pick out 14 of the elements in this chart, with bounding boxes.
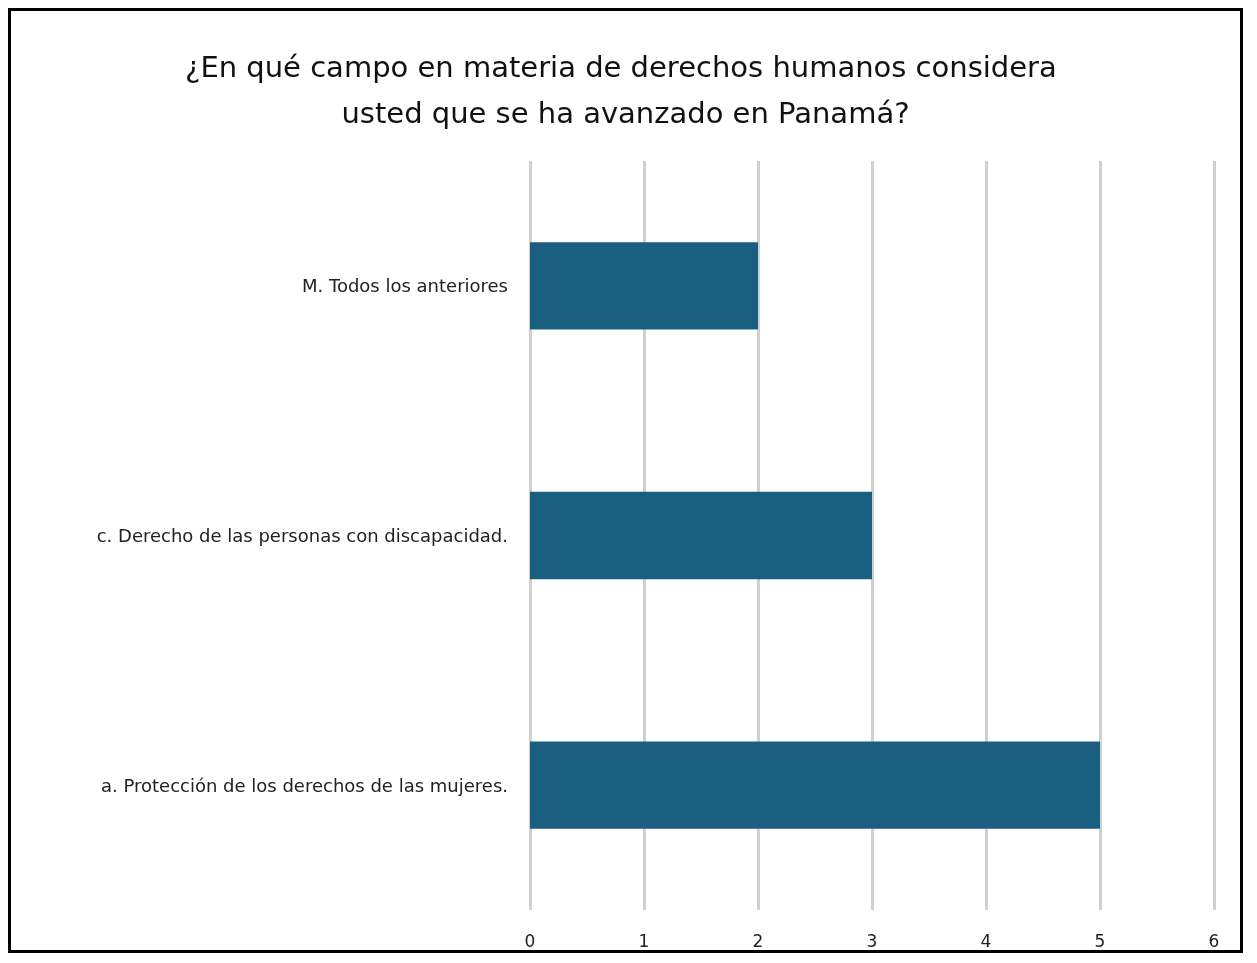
y-tick-label: a. Protección de los derechos de las mujeres. — [101, 774, 508, 796]
bar — [530, 741, 1100, 829]
x-tick-label: 4 — [980, 930, 992, 951]
bar — [530, 242, 758, 330]
x-tick-label: 0 — [524, 930, 536, 951]
x-tick-label: 2 — [752, 930, 764, 951]
x-tick-label: 1 — [638, 930, 650, 951]
x-tick-label: 3 — [866, 930, 878, 951]
y-tick-label: M. Todos los anteriores — [301, 275, 508, 297]
y-tick-label: c. Derecho de las personas con discapacidad. — [96, 525, 508, 546]
bar — [530, 491, 872, 580]
chart-title: ¿En qué campo en materia de derechos humanos considera usted que se ha avanzado en Panamá? — [184, 50, 1067, 130]
x-tick-label: 6 — [1208, 930, 1220, 951]
x-tick-label: 5 — [1094, 930, 1106, 951]
